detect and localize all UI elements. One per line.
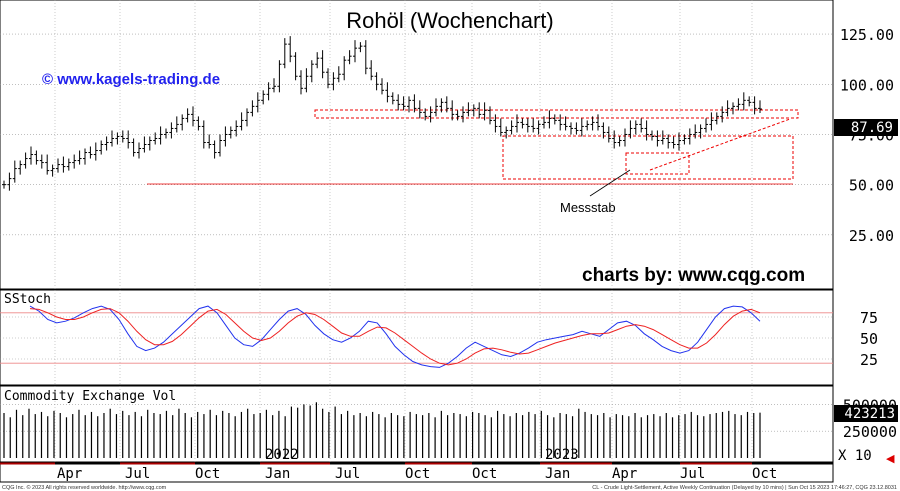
timeline-month-label: Oct [195, 466, 220, 482]
watermark-link[interactable]: © www.kagels-trading.de [42, 71, 220, 88]
last-volume-badge [834, 405, 898, 422]
timeline-month-label: Apr [57, 466, 82, 482]
last-volume-value: 423213 [844, 406, 895, 422]
stoch-title: SStoch [4, 292, 51, 307]
vol-tick-label: 250000 [843, 423, 897, 441]
stoch-grid [0, 290, 833, 385]
timeline-year-label: 2023 [545, 447, 579, 463]
stoch-k-line [29, 305, 761, 368]
stoch-lines [29, 305, 761, 368]
last-price-value: 87.69 [851, 120, 893, 136]
chart-title: Rohöl (Wochenchart) [346, 8, 553, 33]
footer-left: CQG Inc. © 2023 All rights reserved worl… [2, 484, 167, 491]
timeline-jan-label: Jan [265, 466, 290, 482]
stoch-panel-frame [0, 289, 834, 386]
volume-title: Commodity Exchange Vol [4, 389, 176, 404]
stoch-tick-label: 75 [860, 309, 878, 327]
price-panel-frame [0, 0, 834, 290]
timeline-month-label: Jul [125, 466, 150, 482]
timeline-month-label: Apr [612, 466, 637, 482]
timeline-strip [0, 461, 834, 483]
volume-bars [3, 402, 761, 458]
price-tick-label: 50.00 [849, 177, 894, 195]
timeline-month-label: Oct [472, 466, 497, 482]
timeline-year-label: 2022 [265, 447, 299, 463]
stoch-tick-label: 50 [860, 330, 878, 348]
stoch-d-line [29, 308, 761, 366]
price-grid [0, 0, 833, 289]
credit-text: charts by: www.cqg.com [582, 265, 805, 286]
timeline-jan-label: Jan [545, 466, 570, 482]
timeline-month-label: Oct [405, 466, 430, 482]
price-bars [2, 36, 762, 191]
footer-right: CL - Crude Light-Settlement, Active Week… [592, 485, 897, 491]
timeline-month-label: Jul [335, 466, 360, 482]
resistance-box [314, 109, 799, 119]
scroll-arrow-icon[interactable]: ◀ [886, 452, 895, 465]
price-tick-label: 100.00 [840, 76, 894, 94]
stoch-tick-label: 25 [860, 351, 878, 369]
price-tick-label: 125.00 [840, 26, 894, 44]
timeline-month-label: Jul [680, 466, 705, 482]
scale-note: X 10 [838, 448, 872, 464]
range-box [502, 135, 794, 180]
inner-box [625, 152, 690, 175]
price-tick-label: 25.00 [849, 227, 894, 245]
timeline-month-label: Oct [752, 466, 777, 482]
messstab-pointer [589, 169, 631, 197]
messstab-label: Messstab [560, 200, 616, 215]
last-price-badge [834, 119, 898, 136]
